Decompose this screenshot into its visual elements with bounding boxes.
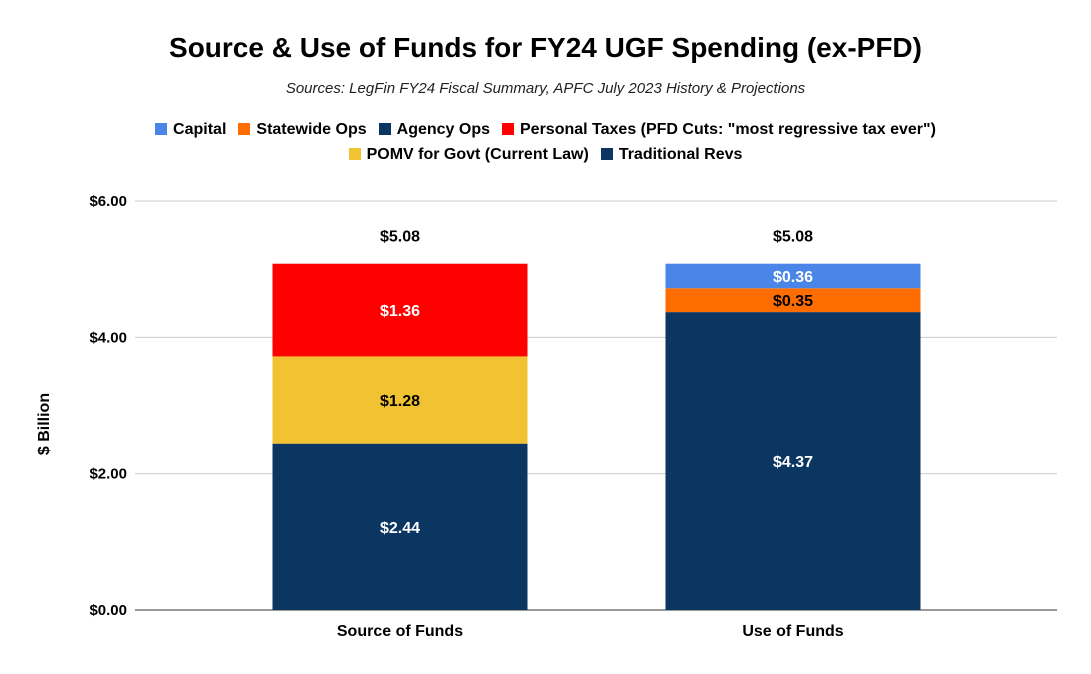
legend-label: Personal Taxes (PFD Cuts: "most regressi…: [520, 121, 936, 138]
legend-label: Agency Ops: [396, 121, 490, 138]
total-label: $5.08: [380, 229, 420, 246]
legend-item: POMV for Govt (Current Law): [348, 146, 589, 164]
legend-swatch: [155, 123, 168, 135]
bar-segment: [665, 312, 921, 610]
y-tick-label: $4.00: [89, 329, 127, 346]
legend-item: Statewide Ops: [238, 121, 367, 139]
legend-label: Capital: [173, 121, 227, 138]
data-label: $0.35: [773, 293, 813, 310]
chart-subtitle: Sources: LegFin FY24 Fiscal Summary, APF…: [285, 80, 806, 97]
data-label: $1.36: [380, 303, 420, 320]
legend-item: Traditional Revs: [600, 146, 743, 164]
x-tick-label: Use of Funds: [742, 623, 843, 640]
data-label: $1.28: [380, 393, 420, 410]
y-tick-label: $0.00: [89, 602, 127, 619]
x-tick-label: Source of Funds: [337, 623, 463, 640]
legend-item: Agency Ops: [378, 121, 490, 139]
legend-label: POMV for Govt (Current Law): [366, 146, 589, 163]
bar-segment: [272, 443, 528, 610]
data-label: $2.44: [380, 520, 420, 537]
chart-title: Source & Use of Funds for FY24 UGF Spend…: [169, 32, 922, 63]
legend-swatch: [348, 148, 361, 160]
y-tick-label: $2.00: [89, 466, 127, 483]
legend-swatch: [502, 123, 514, 135]
bar-segment: [665, 288, 921, 313]
data-label: $4.37: [773, 454, 813, 471]
bar-segment: [272, 356, 528, 444]
legend-swatch: [378, 123, 391, 135]
legend-swatch: [600, 148, 613, 160]
legend-label: Statewide Ops: [256, 121, 367, 138]
total-label: $5.08: [773, 229, 813, 246]
legend-row-2: POMV for Govt (Current Law) Traditional R…: [0, 146, 1091, 164]
bar-segment: [665, 263, 921, 289]
legend-label: Traditional Revs: [618, 146, 743, 163]
legend-item: Personal Taxes (PFD Cuts: "most regressi…: [502, 121, 936, 139]
legend-swatch: [238, 123, 251, 135]
y-tick-label: $6.00: [89, 193, 127, 210]
legend-row-1: Capital Statewide Ops Agency Ops Personal T…: [0, 121, 1091, 139]
bar-segment: [272, 263, 528, 357]
legend-item: Capital: [155, 121, 226, 139]
data-label: $0.36: [773, 269, 813, 286]
